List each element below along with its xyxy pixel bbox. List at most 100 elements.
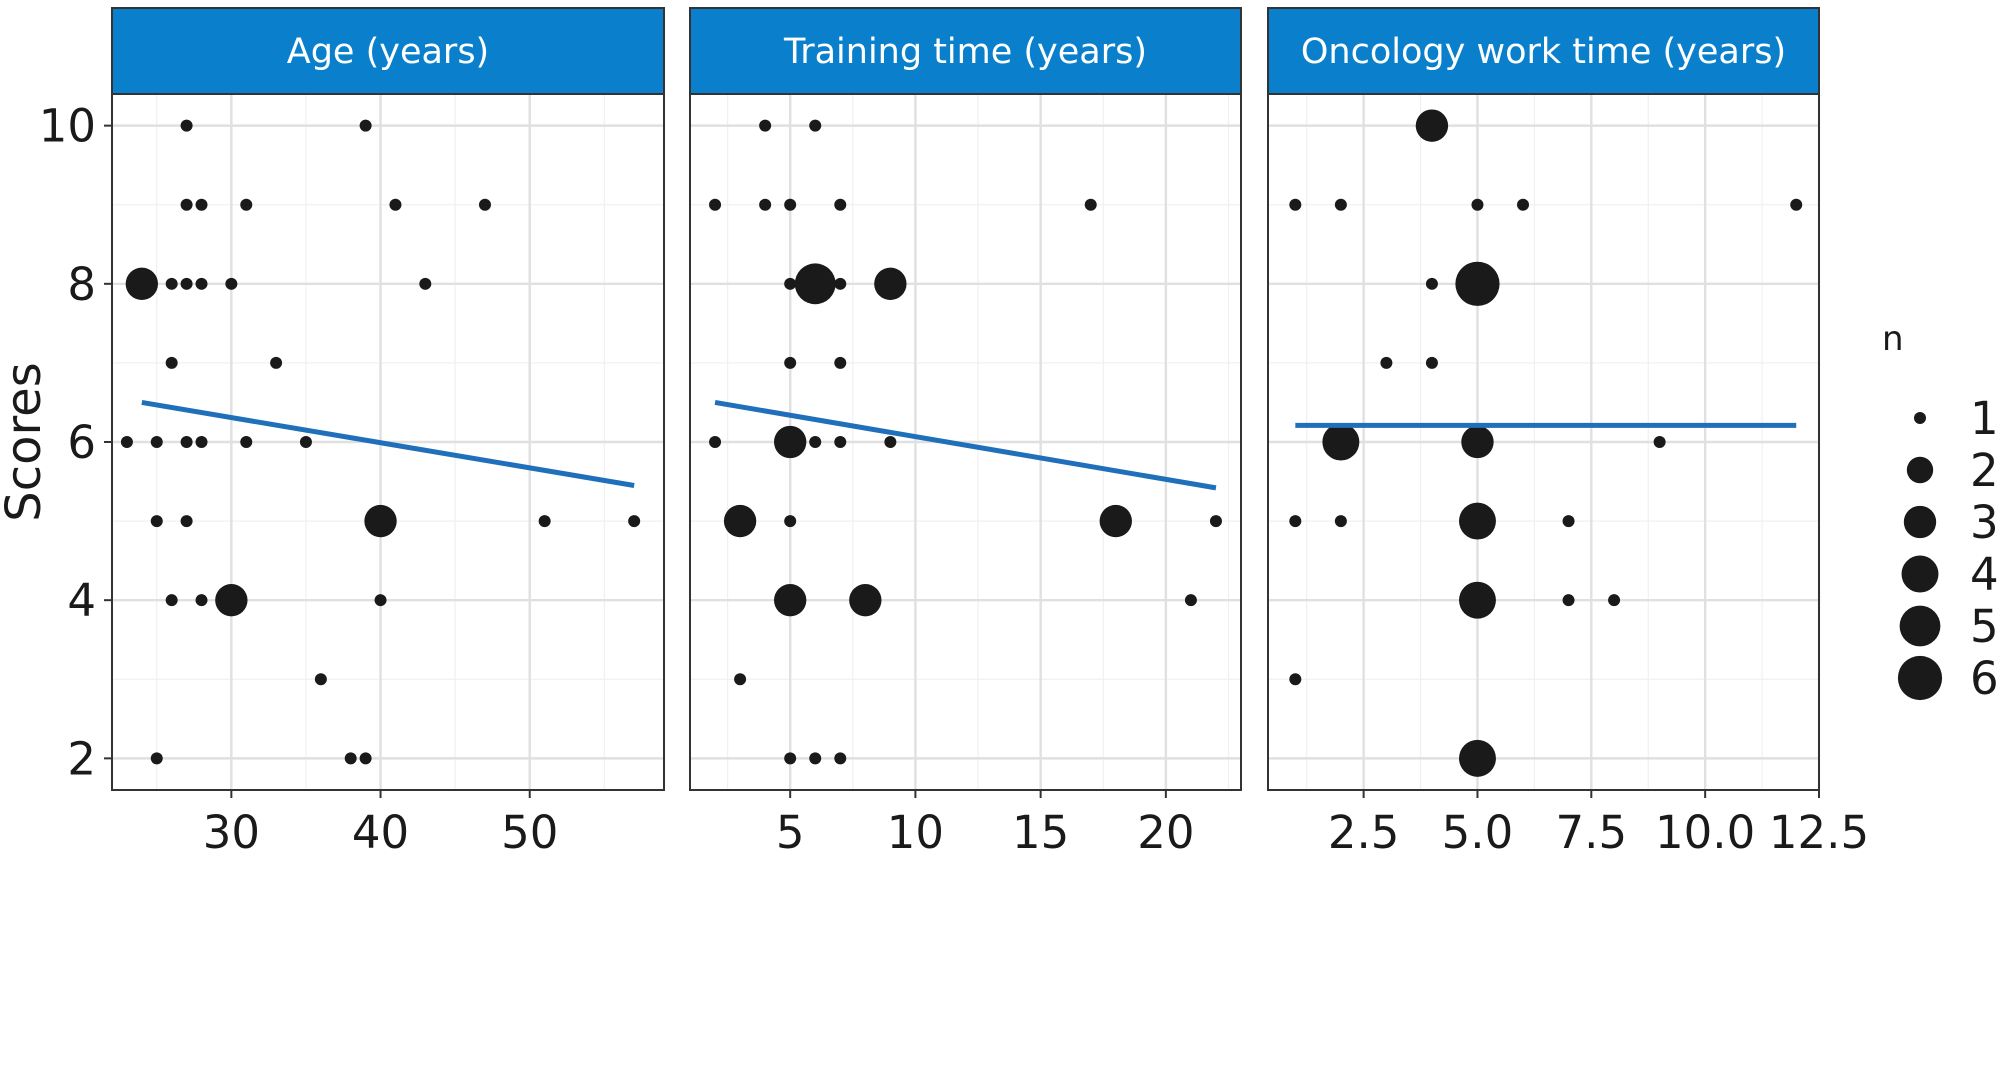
data-point xyxy=(784,198,797,211)
data-point xyxy=(180,436,193,448)
data-point xyxy=(1289,515,1302,528)
legend-title: n xyxy=(1882,319,1904,359)
data-point xyxy=(165,594,178,607)
data-point xyxy=(1425,277,1438,290)
legend-key-point xyxy=(1906,456,1934,484)
x-tick-label: 12.5 xyxy=(1769,806,1869,859)
data-point xyxy=(759,198,772,211)
data-point xyxy=(150,752,163,765)
data-point xyxy=(240,436,253,448)
data-point xyxy=(1455,261,1500,306)
data-point xyxy=(834,752,847,765)
data-point xyxy=(180,198,193,211)
legend-key-point xyxy=(1901,555,1939,593)
data-point xyxy=(884,436,897,448)
data-point xyxy=(344,752,357,765)
data-point xyxy=(834,277,847,290)
x-tick-label: 2.5 xyxy=(1328,806,1400,859)
data-point xyxy=(1608,594,1621,607)
data-point xyxy=(389,198,402,211)
data-point xyxy=(1459,739,1496,777)
legend-key-point xyxy=(1914,412,1926,424)
data-point xyxy=(809,436,822,448)
data-point xyxy=(734,673,747,686)
facet-strip xyxy=(689,7,1242,95)
data-point xyxy=(1334,198,1347,211)
data-point xyxy=(538,515,551,528)
data-point xyxy=(215,583,248,617)
trend-line xyxy=(141,399,635,488)
data-point xyxy=(1562,515,1575,528)
data-point xyxy=(709,198,722,211)
data-point xyxy=(1334,515,1347,528)
data-point xyxy=(628,515,641,528)
facet-strip-label: Training time (years) xyxy=(783,32,1147,72)
data-point xyxy=(809,119,822,132)
x-tick-label: 5.0 xyxy=(1442,806,1514,859)
x-tick-label: 5 xyxy=(776,806,805,859)
data-point xyxy=(180,277,193,290)
data-point xyxy=(359,752,372,765)
data-point xyxy=(874,267,907,301)
data-point xyxy=(784,752,797,765)
legend-label: 3 xyxy=(1970,496,1999,549)
data-point xyxy=(180,515,193,528)
data-point xyxy=(478,198,491,211)
data-point xyxy=(374,594,387,607)
data-point xyxy=(1459,502,1496,540)
data-point xyxy=(150,515,163,528)
data-point xyxy=(1562,594,1575,607)
data-point xyxy=(195,594,208,607)
data-point xyxy=(195,436,208,448)
x-tick-label: 7.5 xyxy=(1556,806,1628,859)
trend-line xyxy=(714,399,1217,491)
data-point xyxy=(834,436,847,448)
data-point xyxy=(784,515,797,528)
data-point xyxy=(299,436,312,448)
data-point xyxy=(834,356,847,369)
legend-label: 5 xyxy=(1970,600,1999,653)
data-point xyxy=(1415,109,1449,142)
data-point xyxy=(419,277,432,290)
data-point xyxy=(364,504,397,538)
data-point xyxy=(120,436,133,448)
x-tick-label: 30 xyxy=(203,806,260,859)
data-point xyxy=(165,277,178,290)
data-point xyxy=(1099,504,1132,538)
data-point xyxy=(225,277,238,290)
data-point xyxy=(723,504,757,538)
data-point xyxy=(1380,356,1393,369)
x-tick-label: 10 xyxy=(887,806,944,859)
data-point xyxy=(359,119,372,132)
y-tick-label: 8 xyxy=(67,258,96,311)
data-point xyxy=(180,119,193,132)
facet-strip-label: Age (years) xyxy=(287,32,489,72)
y-axis-title: Scores xyxy=(0,362,52,521)
legend-label: 4 xyxy=(1970,548,1999,601)
legend-label: 6 xyxy=(1970,652,1999,705)
data-point xyxy=(784,277,797,290)
data-point xyxy=(165,356,178,369)
facet-strip xyxy=(111,7,665,95)
legend-key-point xyxy=(1897,655,1943,701)
x-tick-label: 40 xyxy=(352,806,409,859)
data-point xyxy=(150,436,163,448)
data-point xyxy=(195,198,208,211)
legend-label: 2 xyxy=(1970,444,1999,497)
data-point xyxy=(1517,198,1530,211)
facet-strip-label: Oncology work time (years) xyxy=(1301,32,1786,72)
data-point xyxy=(1184,594,1197,607)
data-point xyxy=(1471,198,1484,211)
data-point xyxy=(784,356,797,369)
data-point xyxy=(1322,423,1360,461)
y-tick-label: 4 xyxy=(67,574,96,627)
legend-key-point xyxy=(1899,605,1941,647)
facet-panel-2 xyxy=(689,7,1242,798)
data-point xyxy=(270,356,283,369)
data-point xyxy=(794,263,836,305)
data-point xyxy=(709,436,722,448)
data-point xyxy=(195,277,208,290)
data-point xyxy=(834,198,847,211)
data-point xyxy=(809,752,822,765)
data-point xyxy=(314,673,327,686)
